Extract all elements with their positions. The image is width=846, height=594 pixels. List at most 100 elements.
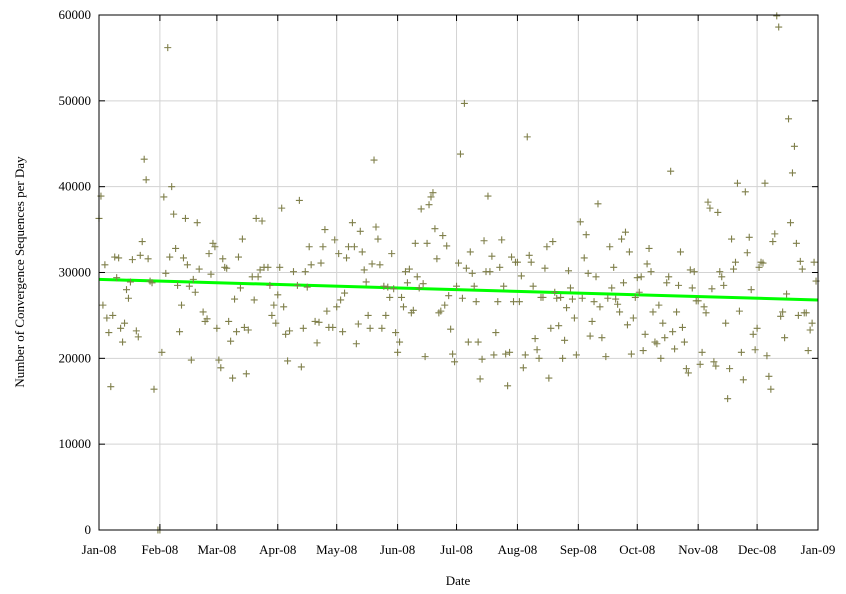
- data-point: [468, 269, 476, 277]
- data-point: [570, 314, 578, 322]
- x-tick-label: Apr-08: [259, 542, 296, 557]
- data-point: [335, 250, 343, 258]
- data-point: [176, 328, 184, 336]
- data-point: [565, 267, 573, 275]
- data-point: [612, 295, 620, 303]
- data-point: [502, 350, 510, 358]
- data-point: [578, 294, 586, 302]
- data-point: [307, 261, 315, 269]
- data-point: [244, 326, 252, 334]
- data-point: [276, 263, 284, 271]
- data-point: [604, 294, 612, 302]
- data-point: [470, 282, 478, 290]
- data-point: [676, 248, 684, 256]
- data-point: [706, 204, 714, 212]
- data-point: [669, 328, 677, 336]
- data-point: [409, 306, 417, 314]
- data-point: [370, 156, 378, 164]
- data-point: [472, 298, 480, 306]
- data-point: [286, 327, 294, 335]
- data-point: [178, 301, 186, 309]
- data-point: [466, 248, 474, 256]
- data-point: [293, 281, 301, 289]
- data-point: [539, 293, 547, 301]
- data-point: [769, 238, 777, 246]
- data-point: [225, 317, 233, 325]
- data-point: [576, 218, 584, 226]
- data-point: [718, 273, 726, 281]
- data-point: [172, 244, 180, 252]
- data-point: [144, 255, 152, 263]
- data-point: [551, 288, 559, 296]
- data-point: [103, 314, 111, 322]
- data-point: [362, 278, 370, 286]
- data-point: [364, 311, 372, 319]
- data-point: [582, 231, 590, 239]
- data-point: [168, 183, 176, 191]
- data-point: [794, 311, 802, 319]
- data-point: [557, 293, 565, 301]
- data-point: [598, 334, 606, 342]
- data-point: [488, 252, 496, 260]
- data-point: [352, 340, 360, 348]
- data-point: [790, 142, 798, 150]
- data-point: [431, 225, 439, 233]
- trend-line: [98, 277, 819, 302]
- data-point: [134, 333, 142, 341]
- data-point: [437, 307, 445, 315]
- data-point: [765, 372, 773, 380]
- data-point: [602, 353, 610, 361]
- data-point: [305, 243, 313, 251]
- data-point: [126, 278, 134, 286]
- data-point: [804, 347, 812, 355]
- y-tick-label: 60000: [59, 7, 92, 22]
- data-point: [608, 284, 616, 292]
- data-point: [496, 263, 504, 271]
- data-point: [138, 238, 146, 246]
- data-point: [722, 319, 730, 327]
- data-point: [252, 214, 260, 222]
- data-point: [643, 260, 651, 268]
- data-point: [199, 308, 207, 316]
- data-point: [649, 308, 657, 316]
- data-point: [592, 273, 600, 281]
- data-point: [372, 223, 380, 231]
- data-point: [572, 351, 580, 359]
- data-point: [741, 188, 749, 196]
- data-point: [124, 294, 132, 302]
- data-point: [460, 99, 468, 107]
- data-point: [117, 324, 125, 332]
- data-point: [380, 282, 388, 290]
- data-point: [806, 326, 814, 334]
- data-point: [160, 193, 168, 201]
- data-point: [109, 311, 117, 319]
- data-point: [506, 348, 514, 356]
- data-point: [653, 340, 661, 348]
- data-point: [354, 320, 362, 328]
- data-point: [382, 311, 390, 319]
- data-point: [474, 338, 482, 346]
- data-point: [616, 308, 624, 316]
- data-point: [661, 334, 669, 342]
- data-point: [392, 329, 400, 337]
- data-point: [374, 235, 382, 243]
- data-point: [441, 301, 449, 309]
- data-point: [657, 354, 665, 362]
- data-point: [289, 268, 297, 276]
- data-point: [413, 273, 421, 281]
- data-point: [101, 261, 109, 269]
- data-point: [625, 248, 633, 256]
- data-point: [142, 176, 150, 184]
- data-point: [315, 318, 323, 326]
- data-point: [739, 376, 747, 384]
- data-point: [421, 353, 429, 361]
- data-point: [531, 335, 539, 343]
- data-point: [458, 294, 466, 302]
- data-point: [215, 356, 223, 364]
- x-tick-label: Feb-08: [141, 542, 178, 557]
- data-point: [282, 330, 290, 338]
- data-point: [295, 196, 303, 204]
- data-point: [555, 322, 563, 330]
- x-tick-label: Aug-08: [498, 542, 538, 557]
- data-point: [403, 279, 411, 287]
